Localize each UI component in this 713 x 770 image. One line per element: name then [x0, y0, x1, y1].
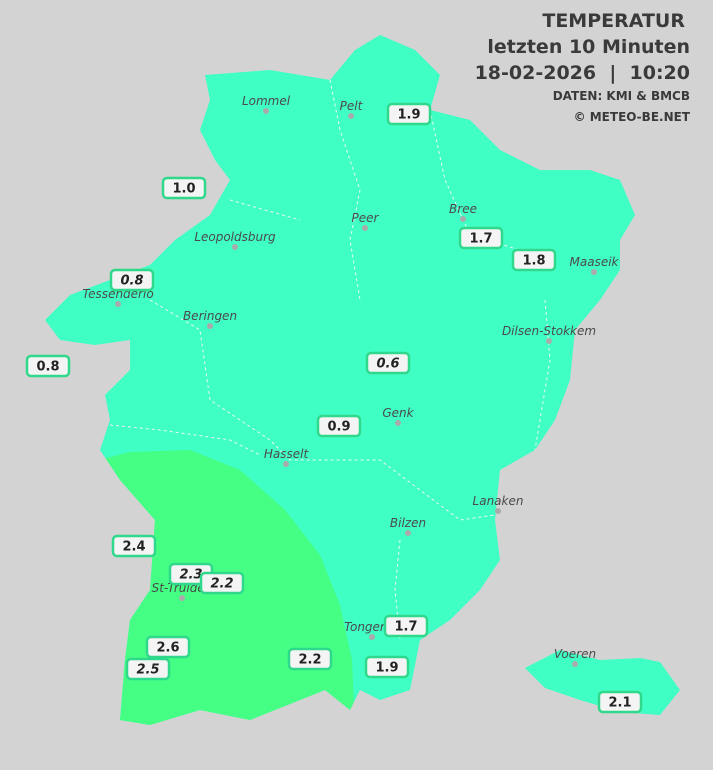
station-value: 0.9 [327, 420, 350, 435]
station: 1.8 [511, 248, 557, 272]
city-label: Voeren [554, 647, 596, 661]
station-box [25, 354, 71, 378]
city-dot [405, 530, 411, 536]
city-label: Lanaken [473, 494, 524, 508]
station-box [111, 534, 157, 558]
station: 2.2 [287, 647, 333, 671]
station: 1.7 [458, 226, 504, 250]
station-value: 2.5 [136, 663, 159, 678]
station-value: 1.7 [469, 232, 492, 247]
station: 2.2 [199, 571, 245, 595]
station-box [199, 571, 245, 595]
station: 1.9 [364, 655, 410, 679]
city-dot [369, 634, 375, 640]
city-label: Bree [449, 202, 477, 216]
station-value: 1.8 [522, 254, 545, 269]
station-box [316, 414, 362, 438]
subtitle: letzten 10 Minuten [487, 36, 690, 58]
city-dot [362, 225, 368, 231]
city-label: Bilzen [390, 516, 426, 530]
copyright: © METEO-BE.NET [574, 110, 691, 124]
station: 2.4 [111, 534, 157, 558]
datetime: 18-02-2026 | 10:20 [475, 62, 690, 84]
station-value: 0.8 [36, 360, 59, 375]
city-dot [546, 338, 552, 344]
station-value: 1.9 [375, 661, 398, 676]
city-label: Peer [352, 211, 380, 225]
city-dot [232, 244, 238, 250]
city-dot [179, 595, 185, 601]
station-box [458, 226, 504, 250]
station-box [365, 351, 411, 375]
station-box [386, 102, 432, 126]
station: 1.9 [386, 102, 432, 126]
station: 1.7 [383, 614, 429, 638]
station-box [364, 655, 410, 679]
city-dot [348, 113, 354, 119]
station-box [109, 268, 155, 292]
city-label: Lommel [242, 94, 291, 108]
city-dot [263, 108, 269, 114]
station-box [511, 248, 557, 272]
station-value: 2.3 [179, 568, 202, 583]
station: 2.5 [125, 657, 171, 681]
city-dot [207, 323, 213, 329]
station-value: 2.2 [298, 653, 321, 668]
city-label: Maaseik [570, 255, 620, 269]
station: 0.8 [25, 354, 71, 378]
city-dot [591, 269, 597, 275]
city-dot [460, 216, 466, 222]
source: DATEN: KMI & BMCB [553, 89, 690, 103]
station: 0.9 [316, 414, 362, 438]
city-dot [283, 461, 289, 467]
city-label: Leopoldsburg [194, 230, 276, 244]
station-value: 2.4 [122, 540, 145, 555]
city-label: Genk [382, 406, 414, 420]
station: 2.1 [597, 690, 643, 714]
station-box [145, 635, 191, 659]
station-box [597, 690, 643, 714]
station-box [287, 647, 333, 671]
station-value: 0.6 [376, 357, 399, 372]
station: 0.6 [365, 351, 411, 375]
station-value: 1.7 [394, 620, 417, 635]
station-value: 1.9 [397, 108, 420, 123]
city-dot [115, 301, 121, 307]
station-value: 2.2 [210, 577, 233, 592]
station-value: 2.6 [156, 641, 179, 656]
province [45, 35, 680, 725]
city-dot [395, 420, 401, 426]
station-value: 1.0 [172, 182, 195, 197]
station-value: 2.1 [608, 696, 631, 711]
station-box [383, 614, 429, 638]
city-label: Pelt [340, 99, 364, 113]
station: 0.8 [109, 268, 155, 292]
station-box [125, 657, 171, 681]
city-dot [495, 508, 501, 514]
city-dot [572, 661, 578, 667]
city-label: Beringen [183, 309, 237, 323]
station-box [161, 176, 207, 200]
city-label: Dilsen-Stokkem [502, 324, 596, 338]
station: 1.0 [161, 176, 207, 200]
city-label: Hasselt [264, 447, 310, 461]
station: 2.6 [145, 635, 191, 659]
header: TEMPERATUR letzten 10 Minuten 18-02-2026… [475, 10, 691, 124]
station-value: 0.8 [120, 274, 143, 289]
title: TEMPERATUR [542, 10, 685, 32]
